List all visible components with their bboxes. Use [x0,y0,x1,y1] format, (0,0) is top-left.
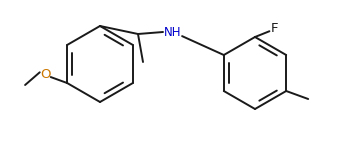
Text: F: F [271,22,279,35]
Text: NH: NH [164,25,182,39]
Text: O: O [40,69,50,81]
